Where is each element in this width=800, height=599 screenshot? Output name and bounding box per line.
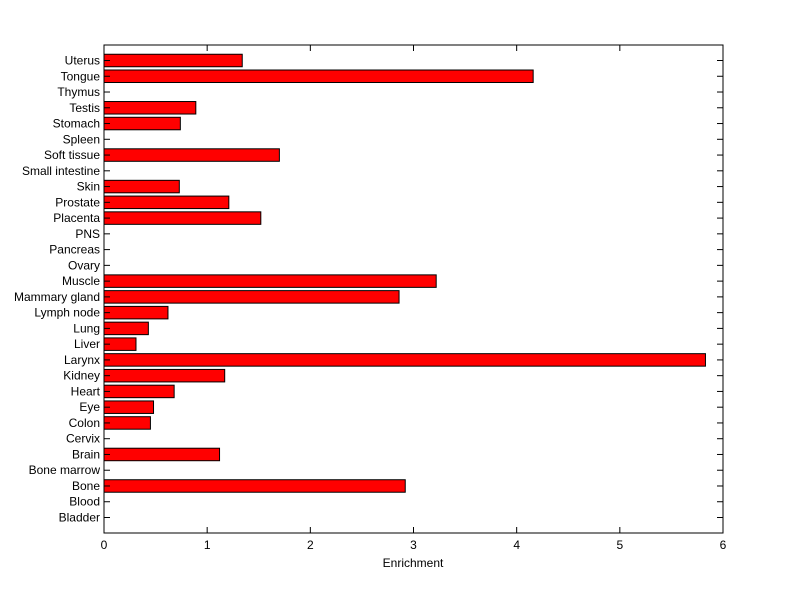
bar-muscle [103, 274, 437, 288]
y-tick-label-stomach: Stomach [53, 117, 100, 131]
y-tick-label-tongue: Tongue [61, 69, 101, 83]
bar-bone [103, 479, 406, 493]
bar-placenta [103, 211, 262, 225]
x-ticks-group: 0 1 2 3 4 5 6 [101, 45, 727, 552]
y-tick-label-spleen: Spleen [63, 132, 100, 146]
y-tick-label-eye: Eye [79, 400, 100, 414]
bar-eye [103, 400, 155, 414]
bar-soft-tissue [103, 148, 280, 162]
y-tick-label-small-intestine: Small intestine [22, 164, 100, 178]
y-tick-label-heart: Heart [71, 384, 101, 398]
bar-lung [103, 321, 149, 336]
y-tick-label-liver: Liver [74, 337, 100, 351]
bar-lymph-node [103, 305, 169, 320]
x-tick-label-5: 5 [616, 538, 623, 552]
bar-colon [103, 416, 151, 430]
y-tick-label-cervix: Cervix [66, 432, 100, 446]
y-tick-label-prostate: Prostate [55, 195, 100, 209]
y-tick-label-thymus: Thymus [57, 85, 100, 99]
y-tick-label-testis: Testis [69, 101, 100, 115]
y-tick-label-uterus: Uterus [65, 54, 100, 68]
bar-prostate [103, 195, 230, 210]
bar-tongue [103, 69, 534, 84]
y-tick-label-larynx: Larynx [64, 353, 100, 367]
x-tick-label-0: 0 [101, 538, 108, 552]
y-tick-label-soft-tissue: Soft tissue [44, 148, 100, 162]
y-tick-label-pns: PNS [75, 227, 100, 241]
y-tick-label-colon: Colon [69, 416, 100, 430]
y-tick-label-skin: Skin [77, 180, 100, 194]
y-tick-label-bone: Bone [72, 479, 100, 493]
x-tick-label-6: 6 [720, 538, 727, 552]
y-tick-label-lung: Lung [73, 321, 100, 335]
y-tick-label-bone-marrow: Bone marrow [29, 463, 101, 477]
y-tick-label-ovary: Ovary [68, 258, 100, 272]
bar-kidney [103, 368, 226, 383]
y-tick-label-mammary-gland: Mammary gland [14, 290, 100, 304]
y-tick-label-kidney: Kidney [63, 369, 100, 383]
x-tick-label-3: 3 [410, 538, 417, 552]
x-tick-label-4: 4 [513, 538, 520, 552]
bar-brain [103, 447, 221, 462]
bar-testis [103, 101, 197, 115]
y-tick-label-placenta: Placenta [53, 211, 100, 225]
y-tick-label-muscle: Muscle [62, 274, 100, 288]
y-tick-label-blood: Blood [69, 495, 100, 509]
bar-skin [103, 179, 180, 194]
x-axis-title: Enrichment [383, 556, 444, 570]
bar-stomach [103, 116, 181, 131]
y-tick-label-bladder: Bladder [59, 511, 100, 525]
x-tick-label-1: 1 [204, 538, 211, 552]
y-tick-label-pancreas: Pancreas [49, 243, 100, 257]
y-tick-label-lymph-node: Lymph node [34, 306, 100, 320]
bar-uterus [103, 53, 243, 68]
x-tick-label-2: 2 [307, 538, 314, 552]
bar-heart [103, 384, 175, 399]
bar-larynx [103, 353, 706, 367]
bar-mammary-gland [103, 290, 400, 304]
y-tick-label-brain: Brain [72, 447, 100, 461]
